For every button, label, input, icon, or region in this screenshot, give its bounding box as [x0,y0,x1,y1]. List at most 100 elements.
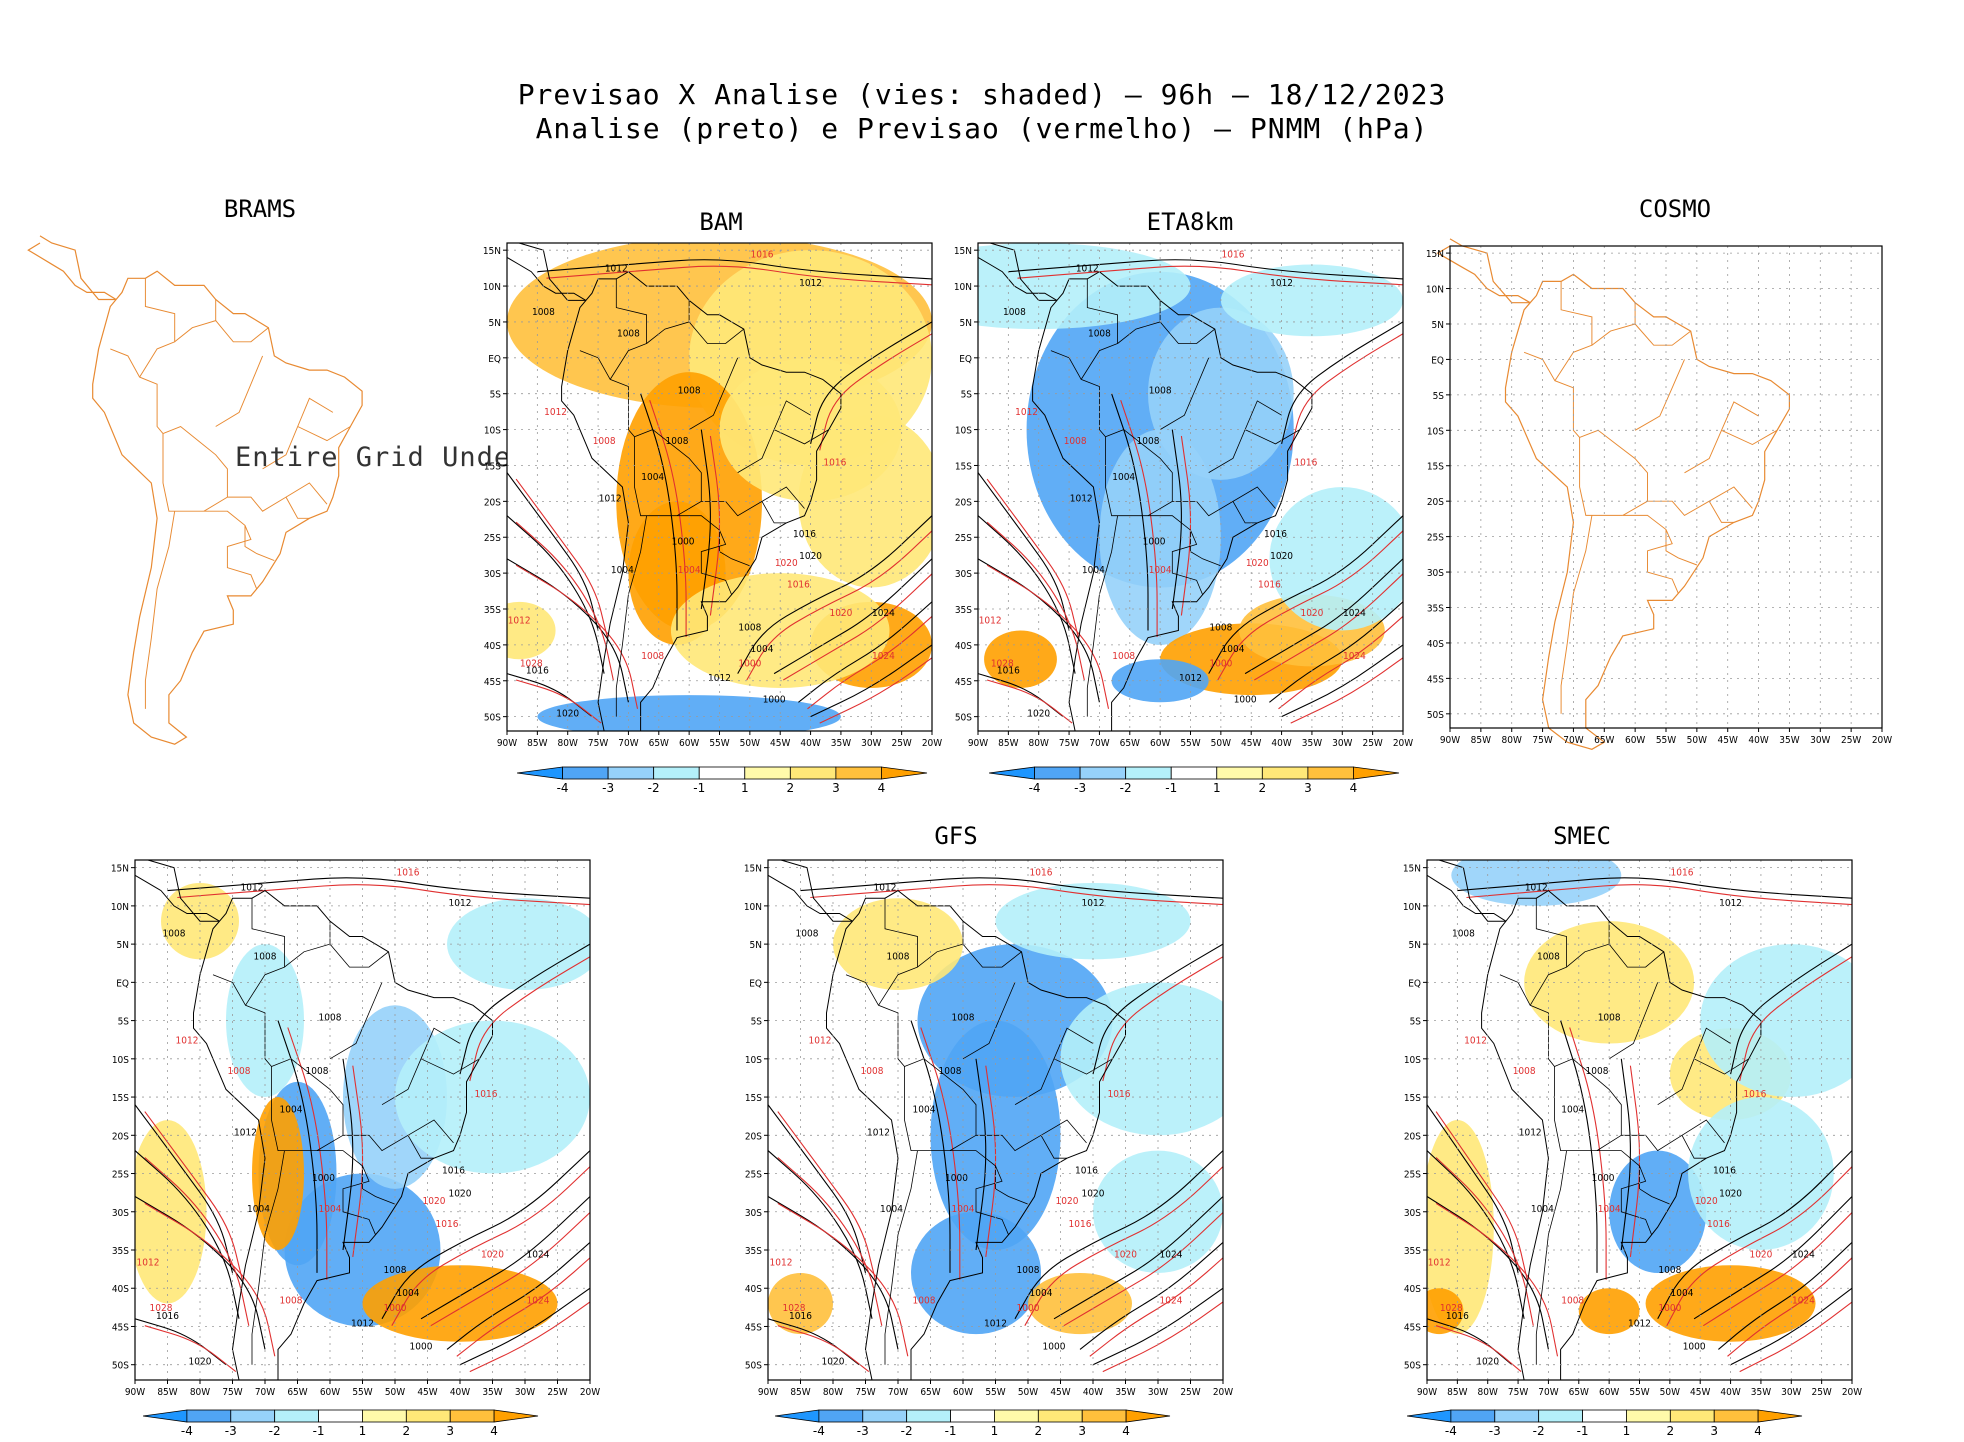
analysis-contour-label: 1016 [1713,1166,1736,1177]
bias-shading: 1012 1012 1008 1008 1008 1008 1004 1000 1004 1012… [1427,860,1852,1380]
lon-label: 70W [888,1387,908,1398]
lon-label: 60W [1599,1387,1619,1398]
colorbar-label: 3 [832,781,840,795]
colorbar-svg: -4 -3 -2 -1 1 2 3 4 [988,766,1400,795]
colorbar-swatch [405,1409,451,1423]
lon-label: 35W [482,1387,502,1398]
analysis-contour-label: 1008 [1452,928,1475,939]
analysis-contour-label: 1024 [872,608,895,619]
lat-label: 30S [1404,1208,1421,1219]
forecast-contour [777,1202,909,1357]
analysis-contour-label: 1016 [1075,1166,1098,1177]
analysis-contour [1269,601,1403,703]
lon-label: 60W [320,1387,340,1398]
lat-label: 25S [745,1170,762,1181]
country-border [1684,401,1759,474]
colorbar-label: -4 [1445,1424,1457,1438]
lon-label: 70W [1089,738,1109,749]
analysis-contour [1281,321,1403,445]
country-border [1634,359,1685,431]
colorbar-swatch [607,766,655,780]
analysis-contour [135,1150,240,1319]
lat-label: 20S [955,497,972,508]
lon-label: 45W [417,1387,437,1398]
map-plot: 1012 1012 1008 1008 1008 1008 1004 1000 1004 1012… [1403,859,1862,1398]
lat-label: 5N [1409,940,1421,951]
forecast-contour-label: 1008 [593,436,616,447]
forecast-contour-label: 1020 [1056,1196,1079,1207]
forecast-contour-label: 1020 [481,1250,504,1261]
colorbar-label: 3 [446,1424,454,1438]
forecast-contour-label: 1004 [1598,1204,1621,1215]
forecast-contour-label: 1028 [991,658,1014,669]
colorbar-swatch [881,766,928,780]
analysis-contour-label: 1012 [1070,493,1093,504]
country-border [1105,436,1148,517]
colorbar-label: 4 [1350,781,1358,795]
lat-label: 30S [745,1208,762,1219]
lon-label: 25W [1180,1387,1200,1398]
forecast-contour-label: 1008 [913,1296,936,1307]
lat-label: EQ [488,354,501,365]
forecast-contour-label: 1004 [678,565,701,576]
analysis-contour-label: 1004 [247,1204,270,1215]
country-border [1621,1119,1725,1152]
map-plot [27,235,363,745]
analysis-contour [800,877,1223,899]
lat-label: 10N [1426,285,1444,296]
forecast-contour [920,1027,961,1280]
lat-label: 50S [955,713,972,724]
country-border [245,898,285,1006]
bias-region [1578,1288,1640,1335]
lat-label: 15S [955,461,972,472]
lon-label: 25W [891,738,911,749]
country-border [579,350,635,438]
forecast-contour-label: 1016 [1671,867,1694,878]
lat-label: 40S [1427,639,1444,650]
lat-label: 15S [1404,1093,1421,1104]
country-border [1040,1135,1067,1159]
analysis-contour-label: 1004 [880,1204,903,1215]
analysis-contour-label: 1008 [254,951,277,962]
analysis-contour-label: 1024 [1343,608,1366,619]
analysis-contour [798,601,932,703]
analysis-contour-label: 1000 [1143,536,1166,547]
lon-label: 85W [1471,735,1491,746]
panel-title-cosmo: COSMO [1638,195,1712,223]
forecast-contour [986,564,1110,709]
bias-region [1688,1097,1834,1250]
forecast-contour-label: 1012 [137,1257,160,1268]
forecast-contour [783,573,932,681]
panel-cosmo: 15N 10N 5N EQ 5S 10S 15S 20S 25S 30S 35S 40S 45S 50S 9… [1426,238,1892,750]
country-border [1560,515,1593,714]
country-border [646,300,690,344]
colorbar-swatch [818,1409,864,1423]
country-border [1721,429,1778,446]
colorbar-swatch [1669,1409,1715,1423]
lon-label: 65W [1120,738,1140,749]
analysis-contour-label: 1012 [799,278,822,289]
forecast-contour [986,679,1073,724]
lon-label: 50W [1660,1387,1680,1398]
analysis-contour-label: 1012 [1519,1127,1542,1138]
lon-label: 85W [998,738,1018,749]
forecast-contour [469,956,590,1082]
country-border [144,511,176,709]
panel-title-gfs: GFS [934,822,978,850]
analysis-contour [381,1150,590,1320]
forecast-contour [819,333,932,451]
bias-region [995,882,1191,960]
forecast-contour-label: 1012 [1464,1036,1487,1047]
colorbar-label: -1 [693,781,705,795]
forecast-contour [1290,657,1403,724]
forecast-contour [144,1325,237,1373]
country-border [1566,921,1610,968]
lon-label: 65W [1594,735,1614,746]
forecast-contour-label: 1008 [228,1066,251,1077]
analysis-contour-label: 1016 [1264,529,1287,540]
forecast-contour [807,615,932,710]
lat-label: 20S [484,497,501,508]
lon-label: 40W [450,1387,470,1398]
lon-label: 85W [790,1387,810,1398]
lat-label: 40S [955,641,972,652]
